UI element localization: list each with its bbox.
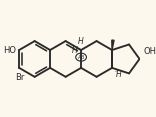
Text: OH: OH	[143, 47, 156, 56]
Text: Br: Br	[15, 73, 25, 82]
Text: ··: ··	[77, 47, 80, 52]
Text: ··: ··	[75, 47, 78, 52]
Text: Aβ: Aβ	[78, 55, 85, 60]
Text: HO: HO	[3, 46, 17, 55]
Text: H: H	[72, 46, 78, 55]
Text: H: H	[116, 70, 121, 79]
Text: H: H	[77, 37, 83, 46]
Polygon shape	[112, 40, 114, 50]
Text: ··: ··	[115, 69, 118, 74]
